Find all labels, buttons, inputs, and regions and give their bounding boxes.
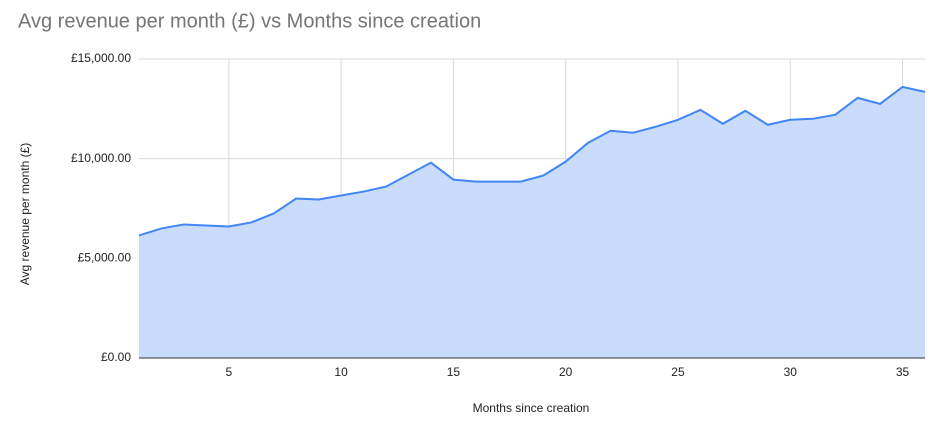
x-tick-label: 25 bbox=[671, 365, 685, 379]
x-tick-label: 15 bbox=[447, 365, 461, 379]
x-tick-label: 30 bbox=[784, 365, 798, 379]
x-tick-label: 20 bbox=[559, 365, 573, 379]
x-tick-label: 5 bbox=[225, 365, 232, 379]
x-tick-label: 10 bbox=[334, 365, 348, 379]
x-tick-label: 35 bbox=[896, 365, 910, 379]
area-line bbox=[138, 85, 926, 237]
y-tick-label: £0.00 bbox=[101, 350, 131, 364]
x-axis-label: Months since creation bbox=[473, 401, 590, 415]
y-axis-label: Avg revenue per month (£) bbox=[18, 143, 32, 286]
y-tick-label: £15,000.00 bbox=[71, 51, 131, 65]
y-tick-label: £10,000.00 bbox=[71, 151, 131, 165]
area-fill bbox=[139, 86, 925, 358]
chart-title: Avg revenue per month (£) vs Months sinc… bbox=[18, 10, 481, 32]
y-tick-label: £5,000.00 bbox=[78, 251, 132, 265]
